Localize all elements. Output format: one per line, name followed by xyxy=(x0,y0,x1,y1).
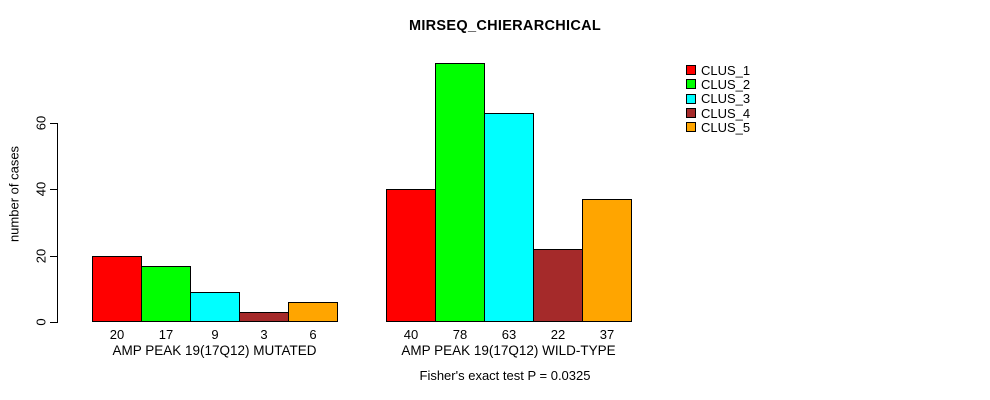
bar-clus_1 xyxy=(386,189,436,322)
bar-value-label: 37 xyxy=(599,327,615,342)
bar-clus_4 xyxy=(533,249,583,322)
legend-label: CLUS_4 xyxy=(701,105,751,121)
chart-title: MIRSEQ_CHIERARCHICAL xyxy=(408,18,602,34)
bar-value-label: 6 xyxy=(309,327,317,342)
legend-item-clus_2: CLUS_2 xyxy=(686,77,750,91)
bar-clus_2 xyxy=(141,266,191,322)
bar-clus_5 xyxy=(582,199,632,322)
bar-clus_4 xyxy=(239,312,289,322)
bar-clus_3 xyxy=(190,292,240,322)
legend-item-clus_3: CLUS_3 xyxy=(686,92,750,106)
bar-clus_2 xyxy=(435,63,485,322)
legend-label: CLUS_1 xyxy=(701,62,751,78)
group-label: AMP PEAK 19(17Q12) WILD-TYPE xyxy=(401,343,616,358)
bar-value-label: 22 xyxy=(550,327,566,342)
bar-value-label: 20 xyxy=(109,327,125,342)
bar-clus_3 xyxy=(484,113,534,322)
legend-label: CLUS_5 xyxy=(701,119,751,135)
bar-value-label: 40 xyxy=(403,327,419,342)
y-axis-line xyxy=(57,123,58,323)
bar-clus_1 xyxy=(92,256,142,322)
legend: CLUS_1 CLUS_2 CLUS_3 CLUS_4 CLUS_5 xyxy=(686,63,750,135)
bar-value-label: 78 xyxy=(452,327,468,342)
y-axis-tick-mark xyxy=(50,189,57,190)
legend-swatch-clus_5 xyxy=(686,122,696,133)
legend-label: CLUS_3 xyxy=(701,91,751,107)
chart-subtitle: Fisher's exact test P = 0.0325 xyxy=(419,368,591,383)
legend-item-clus_5: CLUS_5 xyxy=(686,120,750,134)
y-axis-tick-mark xyxy=(50,322,57,323)
legend-swatch-clus_3 xyxy=(686,93,696,104)
legend-item-clus_4: CLUS_4 xyxy=(686,106,750,120)
bar-value-label: 9 xyxy=(211,327,219,342)
bar-clus_5 xyxy=(288,302,338,322)
group-label: AMP PEAK 19(17Q12) MUTATED xyxy=(112,343,317,358)
legend-swatch-clus_2 xyxy=(686,79,696,90)
bar-value-label: 63 xyxy=(501,327,517,342)
bar-value-label: 3 xyxy=(260,327,268,342)
bar-value-label: 17 xyxy=(158,327,174,342)
legend-swatch-clus_4 xyxy=(686,108,696,119)
y-axis-tick-mark xyxy=(50,256,57,257)
legend-item-clus_1: CLUS_1 xyxy=(686,63,750,77)
legend-swatch-clus_1 xyxy=(686,65,696,76)
legend-label: CLUS_2 xyxy=(701,76,751,92)
y-axis-tick-mark xyxy=(50,123,57,124)
